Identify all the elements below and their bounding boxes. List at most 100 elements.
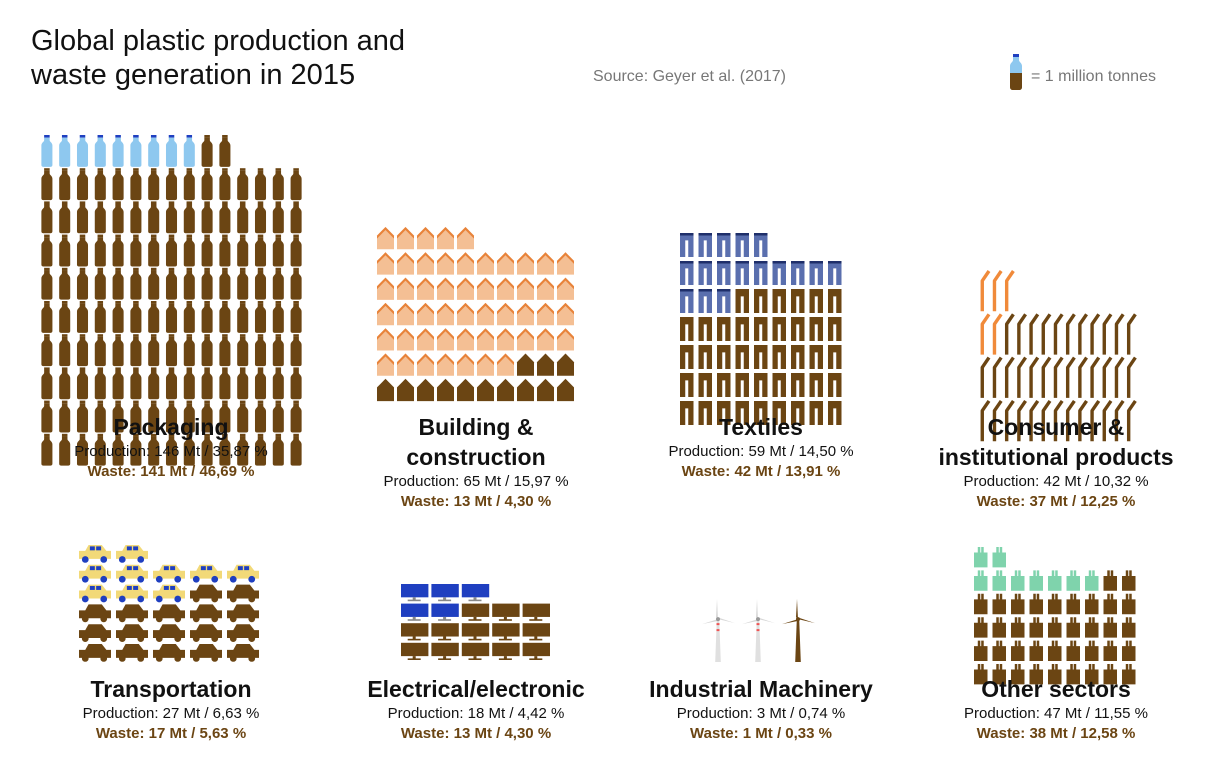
waste-unit-trousers-icon	[828, 317, 842, 341]
waste-unit-trousers-icon	[809, 345, 823, 369]
waste-unit-bottle-icon	[112, 201, 124, 234]
waste-unit-shopping-bag-icon	[1011, 617, 1025, 638]
production-label: Production: 47 Mt / 11,55 %	[964, 705, 1148, 722]
sector-panel-consumer	[978, 270, 1138, 442]
waste-unit-shopping-bag-icon	[1029, 617, 1043, 638]
waste-unit-straw-icon	[1004, 356, 1015, 398]
waste-unit-trousers-icon	[754, 317, 768, 341]
production-unit-house-icon	[497, 252, 514, 275]
production-label: Production: 42 Mt / 10,32 %	[963, 473, 1149, 490]
production-unit-trousers-icon	[698, 289, 712, 313]
waste-unit-bottle-icon	[130, 234, 142, 267]
waste-unit-trousers-icon	[680, 317, 694, 341]
production-unit-bottle-icon	[112, 135, 124, 167]
waste-unit-bottle-icon	[183, 168, 195, 201]
waste-unit-trousers-icon	[717, 401, 731, 425]
waste-unit-house-icon	[517, 378, 534, 402]
waste-unit-monitor-icon	[461, 642, 490, 660]
waste-unit-bottle-icon	[254, 168, 267, 201]
sector-panel-building	[376, 226, 578, 402]
waste-unit-bottle-icon	[94, 400, 106, 433]
waste-unit-trousers-icon	[735, 289, 749, 313]
sector-name: Consumer &	[987, 414, 1125, 440]
production-unit-house-icon	[437, 252, 454, 275]
waste-unit-bottle-icon	[59, 400, 71, 433]
waste-unit-shopping-bag-icon	[1048, 664, 1062, 685]
waste-unit-car-icon	[190, 604, 222, 623]
waste-unit-monitor-icon	[461, 603, 490, 621]
production-unit-car-icon	[79, 544, 111, 563]
waste-unit-bottle-icon	[112, 400, 124, 433]
waste-unit-house-icon	[517, 353, 534, 376]
production-unit-house-icon	[417, 277, 434, 300]
waste-unit-trousers-icon	[735, 345, 749, 369]
production-unit-trousers-icon	[735, 261, 749, 285]
production-unit-house-icon	[477, 277, 494, 300]
waste-unit-bottle-icon	[183, 267, 195, 300]
waste-unit-bottle-icon	[59, 301, 71, 333]
waste-unit-bottle-icon	[148, 168, 160, 201]
waste-unit-bottle-icon	[272, 234, 284, 267]
waste-unit-house-icon	[557, 378, 574, 402]
production-unit-house-icon	[497, 302, 514, 326]
waste-unit-straw-icon	[1102, 399, 1113, 442]
waste-unit-bottle-icon	[290, 334, 302, 367]
waste-unit-bottle-icon	[272, 400, 284, 433]
production-unit-shopping-bag-icon	[992, 547, 1006, 568]
sector-panel-transportation	[78, 544, 264, 662]
waste-unit-car-icon	[153, 643, 185, 662]
sector-panel-industrial	[698, 598, 826, 662]
production-unit-house-icon	[477, 252, 494, 275]
production-label: Production: 3 Mt / 0,74 %	[676, 705, 846, 722]
production-unit-house-icon	[397, 227, 414, 250]
waste-unit-bottle-icon	[76, 433, 89, 466]
waste-unit-car-icon	[227, 584, 259, 603]
waste-unit-straw-icon	[1126, 313, 1137, 355]
waste-unit-shopping-bag-icon	[1103, 570, 1117, 591]
production-unit-car-icon	[153, 584, 185, 603]
waste-label: Waste: 13 Mt / 4,30 %	[400, 725, 552, 742]
waste-unit-bottle-icon	[290, 267, 302, 300]
waste-label: Waste: 17 Mt / 5,63 %	[95, 725, 247, 742]
waste-unit-bottle-icon	[290, 168, 302, 201]
waste-unit-car-icon	[116, 643, 148, 662]
waste-unit-shopping-bag-icon	[974, 593, 988, 615]
waste-unit-bottle-icon	[237, 400, 249, 433]
waste-label: Waste: 38 Mt / 12,58 %	[976, 725, 1136, 742]
production-unit-house-icon	[537, 328, 554, 351]
waste-unit-bottle-icon	[130, 433, 142, 466]
production-unit-wind-turbine-icon	[702, 599, 735, 662]
waste-unit-trousers-icon	[772, 373, 786, 397]
production-unit-house-icon	[437, 328, 454, 351]
waste-unit-straw-icon	[992, 399, 1003, 442]
waste-unit-bottle-icon	[290, 433, 302, 466]
production-unit-house-icon	[397, 302, 414, 326]
waste-unit-monitor-icon	[461, 623, 490, 641]
waste-unit-bottle-icon	[94, 367, 106, 400]
title-line-1: Global plastic production and	[31, 25, 406, 57]
production-unit-house-icon	[457, 328, 474, 351]
waste-unit-bottle-icon	[290, 400, 302, 433]
waste-unit-house-icon	[397, 378, 414, 402]
waste-unit-car-icon	[153, 624, 185, 643]
waste-unit-trousers-icon	[791, 345, 805, 369]
production-unit-house-icon	[537, 252, 554, 275]
waste-unit-trousers-icon	[828, 289, 842, 313]
waste-unit-straw-icon	[1126, 399, 1137, 442]
waste-unit-monitor-icon	[401, 623, 429, 641]
waste-unit-monitor-icon	[492, 623, 520, 641]
waste-unit-bottle-icon	[219, 400, 231, 433]
waste-unit-car-icon	[79, 604, 111, 623]
waste-unit-bottle-icon	[201, 400, 213, 433]
waste-unit-bottle-icon	[41, 168, 53, 201]
waste-unit-straw-icon	[1078, 356, 1088, 398]
production-unit-house-icon	[517, 328, 534, 351]
waste-unit-trousers-icon	[828, 401, 842, 425]
waste-unit-bottle-icon	[148, 201, 160, 234]
waste-unit-car-icon	[227, 624, 259, 643]
waste-unit-bottle-icon	[201, 301, 213, 333]
waste-unit-shopping-bag-icon	[992, 617, 1006, 638]
production-unit-house-icon	[437, 227, 454, 250]
waste-unit-shopping-bag-icon	[1085, 664, 1099, 685]
waste-unit-house-icon	[437, 378, 454, 402]
